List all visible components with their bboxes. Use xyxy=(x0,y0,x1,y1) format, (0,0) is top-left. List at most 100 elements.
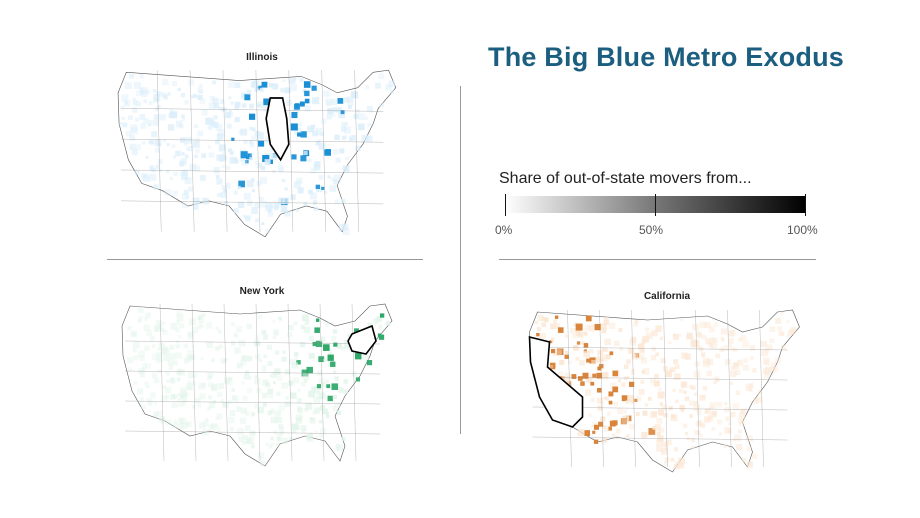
state-border xyxy=(121,169,384,174)
county-cell xyxy=(239,156,246,162)
county-cell xyxy=(332,370,337,374)
county-cell xyxy=(304,98,310,104)
county-cell xyxy=(313,163,321,171)
county-cell xyxy=(264,159,271,166)
county-cell xyxy=(162,138,167,143)
county-cell xyxy=(162,345,168,351)
county-cell xyxy=(188,331,194,338)
county-cell xyxy=(151,372,158,379)
county-cell xyxy=(248,376,252,380)
county-cell xyxy=(243,192,251,200)
county-cell xyxy=(159,416,165,422)
county-cell xyxy=(552,352,557,357)
county-cell xyxy=(254,403,260,409)
county-cell xyxy=(184,100,189,105)
county-cell xyxy=(176,320,180,324)
county-cell xyxy=(343,126,351,134)
county-cell xyxy=(289,78,295,84)
state-border xyxy=(727,309,732,468)
county-cell xyxy=(294,103,300,108)
county-cell xyxy=(626,359,631,364)
county-cell xyxy=(757,390,763,395)
county-cell xyxy=(655,325,663,333)
county-cell xyxy=(736,443,743,451)
county-cell xyxy=(221,360,226,364)
county-cell xyxy=(170,322,178,330)
county-cell xyxy=(208,102,216,110)
county-cell xyxy=(633,322,638,327)
county-cell xyxy=(597,366,602,371)
county-cell xyxy=(167,124,175,131)
county-cell xyxy=(276,437,281,442)
county-cell xyxy=(603,426,609,432)
county-cell xyxy=(275,417,282,424)
county-cell xyxy=(338,387,344,393)
county-cell xyxy=(271,83,278,90)
county-cell xyxy=(265,442,270,447)
county-cell xyxy=(271,372,278,379)
county-cell xyxy=(260,166,266,171)
county-cell xyxy=(327,354,334,361)
county-cell xyxy=(197,87,204,93)
county-cell xyxy=(225,377,233,385)
county-cell xyxy=(590,381,595,386)
county-cell xyxy=(197,325,202,330)
county-cell xyxy=(169,176,174,181)
county-cell xyxy=(304,105,311,112)
county-cell xyxy=(596,372,603,379)
county-cell xyxy=(728,422,732,426)
county-cell xyxy=(793,327,797,331)
county-cell xyxy=(727,428,732,434)
county-cell xyxy=(225,182,231,189)
county-cell xyxy=(162,321,166,325)
county-cell xyxy=(367,105,373,112)
county-cell xyxy=(191,381,196,386)
county-cell xyxy=(755,397,760,401)
county-cell xyxy=(227,81,235,89)
county-cell xyxy=(683,390,687,395)
county-cell xyxy=(233,208,239,214)
county-cell xyxy=(741,408,747,414)
county-cell xyxy=(336,343,343,349)
county-cell xyxy=(674,364,680,370)
county-cell xyxy=(639,348,645,354)
county-cell xyxy=(228,96,232,100)
county-cell xyxy=(322,408,329,415)
county-cell xyxy=(715,353,721,359)
county-cell xyxy=(300,325,305,330)
county-cell xyxy=(327,395,333,402)
county-cell xyxy=(326,415,330,419)
county-cell xyxy=(265,202,273,210)
county-cell xyxy=(255,218,259,223)
county-cell xyxy=(167,360,174,366)
county-cell xyxy=(299,101,305,107)
county-cell xyxy=(197,403,202,408)
county-cell xyxy=(271,153,278,160)
county-cell xyxy=(335,443,341,449)
county-cell xyxy=(665,439,672,446)
county-cell xyxy=(190,95,194,99)
county-cell xyxy=(152,89,157,93)
county-cell xyxy=(561,376,569,384)
legend-tick-0 xyxy=(505,194,506,216)
county-cell xyxy=(132,348,137,353)
county-cell xyxy=(584,389,592,396)
county-cell xyxy=(288,380,294,386)
county-cell xyxy=(585,376,592,383)
county-cell xyxy=(332,149,339,155)
state-border xyxy=(121,108,384,112)
county-cell xyxy=(696,331,702,337)
county-cell xyxy=(790,327,796,333)
map-label-illinois: Illinois xyxy=(246,52,278,63)
county-cell xyxy=(242,434,248,440)
county-cell xyxy=(549,364,554,369)
county-cell xyxy=(316,384,322,389)
county-cell xyxy=(262,104,271,112)
county-cell xyxy=(296,177,303,185)
county-cell xyxy=(221,185,227,190)
county-cell xyxy=(292,429,297,433)
county-cell xyxy=(202,429,210,436)
county-cell xyxy=(315,141,321,146)
county-cell xyxy=(154,139,160,146)
county-cell xyxy=(732,438,736,442)
